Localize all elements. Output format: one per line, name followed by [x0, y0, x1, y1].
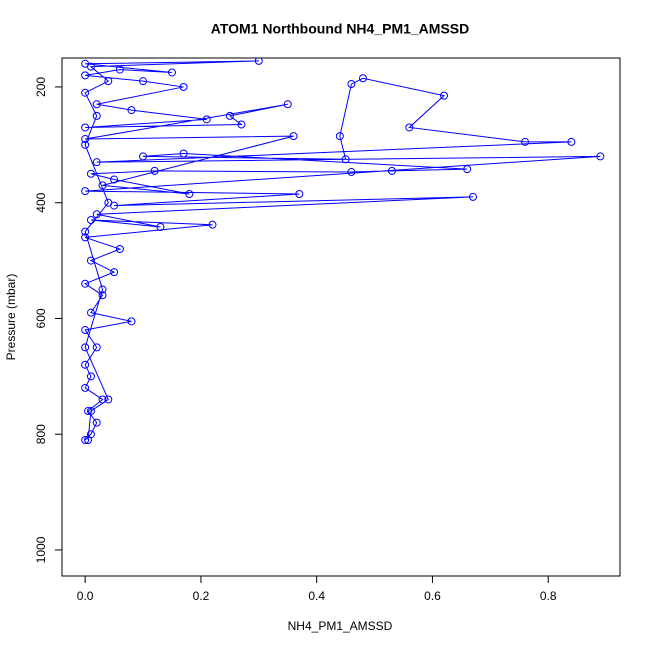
- data-point: [440, 91, 449, 100]
- data-point: [110, 268, 119, 277]
- data-point: [98, 395, 107, 404]
- data-point: [86, 308, 95, 317]
- data-point: [295, 190, 304, 199]
- chart-title: ATOM1 Northbound NH4_PM1_AMSSD: [211, 21, 470, 37]
- data-point: [81, 227, 90, 236]
- data-point: [81, 326, 90, 335]
- data-point: [92, 158, 101, 167]
- data-point: [127, 106, 136, 115]
- data-point: [115, 244, 124, 253]
- data-point: [86, 407, 95, 416]
- x-tick-label: 0.2: [193, 589, 210, 603]
- data-point: [104, 395, 113, 404]
- data-point: [463, 165, 472, 174]
- data-point: [98, 291, 107, 300]
- data-point: [156, 223, 165, 232]
- data-point: [405, 123, 414, 132]
- data-point: [202, 115, 211, 124]
- data-point: [81, 360, 90, 369]
- x-axis-label: NH4_PM1_AMSSD: [288, 619, 393, 633]
- data-point: [387, 166, 396, 175]
- data-point: [289, 132, 298, 141]
- data-point: [86, 256, 95, 265]
- plot-area: [81, 58, 605, 444]
- y-axis-label: Pressure (mbar): [4, 274, 18, 361]
- data-point: [81, 71, 90, 80]
- y-tick-label: 1000: [34, 536, 48, 563]
- data-point: [225, 111, 234, 120]
- data-point: [86, 169, 95, 178]
- x-tick-label: 0.4: [308, 589, 325, 603]
- data-point: [92, 111, 101, 120]
- data-point: [341, 155, 350, 164]
- data-point: [81, 88, 90, 97]
- data-point: [81, 279, 90, 288]
- data-point: [150, 166, 159, 175]
- data-point: [98, 285, 107, 294]
- data-point: [179, 82, 188, 91]
- data-point: [347, 80, 356, 89]
- data-point: [468, 192, 477, 201]
- data-point: [358, 74, 367, 83]
- data-point: [167, 68, 176, 77]
- data-point: [179, 149, 188, 158]
- data-point: [208, 220, 217, 229]
- data-point: [237, 120, 246, 129]
- data-point: [81, 187, 90, 196]
- data-point: [86, 372, 95, 381]
- data-point: [110, 175, 119, 184]
- data-point: [81, 343, 90, 352]
- data-point: [254, 58, 263, 65]
- data-point: [127, 317, 136, 326]
- data-point: [81, 435, 90, 444]
- data-point: [81, 123, 90, 132]
- data-point: [283, 100, 292, 109]
- data-point: [92, 418, 101, 427]
- data-point: [567, 137, 576, 146]
- data-point: [81, 233, 90, 242]
- y-tick-label: 600: [34, 308, 48, 328]
- data-point: [92, 343, 101, 352]
- data-point: [104, 198, 113, 207]
- data-point: [115, 65, 124, 74]
- data-point: [92, 210, 101, 219]
- data-point: [139, 152, 148, 161]
- data-point: [81, 140, 90, 149]
- x-tick-label: 0.6: [424, 589, 441, 603]
- data-point: [81, 135, 90, 144]
- data-point: [84, 435, 93, 444]
- data-point: [84, 407, 93, 416]
- data-point: [521, 137, 530, 146]
- data-point: [92, 100, 101, 109]
- data-point: [86, 62, 95, 71]
- data-point: [98, 181, 107, 190]
- y-tick-label: 800: [34, 424, 48, 444]
- data-point: [596, 152, 605, 161]
- data-point: [81, 383, 90, 392]
- data-point: [185, 190, 194, 199]
- x-tick-label: 0.8: [540, 589, 557, 603]
- data-point: [86, 216, 95, 225]
- x-tick-label: 0.0: [77, 589, 94, 603]
- data-point: [139, 77, 148, 86]
- y-tick-label: 400: [34, 192, 48, 212]
- data-point: [104, 77, 113, 86]
- y-tick-label: 200: [34, 77, 48, 97]
- data-point: [347, 168, 356, 177]
- data-point: [335, 132, 344, 141]
